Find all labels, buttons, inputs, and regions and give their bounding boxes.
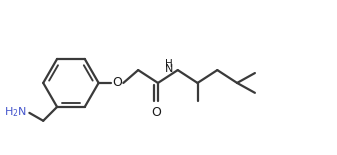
Text: O: O	[113, 76, 122, 89]
Text: H: H	[165, 59, 173, 69]
Text: N: N	[165, 64, 173, 73]
Text: H$_2$N: H$_2$N	[4, 105, 27, 119]
Text: O: O	[151, 106, 161, 119]
